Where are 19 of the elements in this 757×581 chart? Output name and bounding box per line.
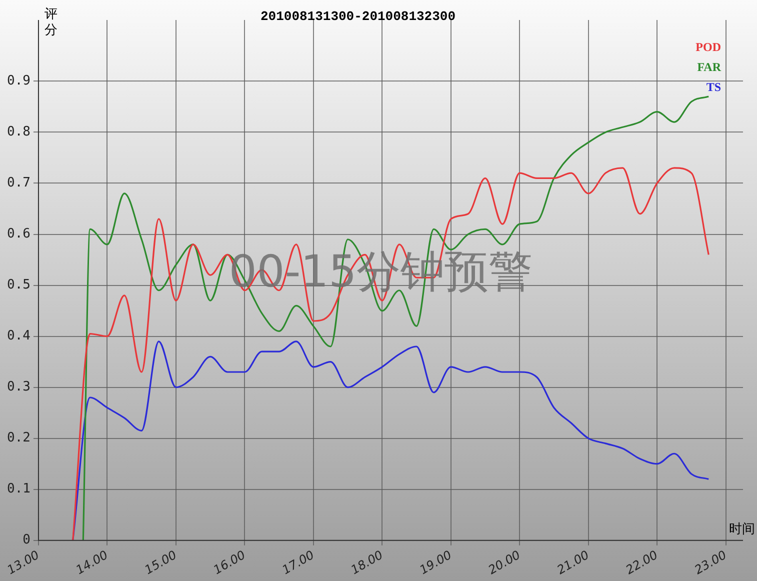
y-tick-label: 0 [22,532,30,548]
line-series [72,340,710,540]
y-tick-label: 0.8 [6,124,30,140]
text: POD [696,40,722,54]
y-tick-label: 0.2 [6,430,30,446]
y-tick-label: 0.3 [6,380,30,395]
y-tick-label: 0.5 [6,278,30,293]
chart-title: 201008131300-201008132300 [260,8,456,24]
text: TS [706,80,722,94]
line-series [72,167,710,540]
y-axis-title: 评分 [44,6,58,38]
y-tick-label: 0.7 [6,176,30,191]
text: FAR [697,60,722,74]
y-tick-label: 0.4 [6,328,31,344]
y-tick-label: 0.6 [6,226,30,242]
y-tick-label: 0.9 [6,74,30,89]
line-series [82,96,710,540]
x-axis-title: 时间 [729,522,755,538]
y-tick-label: 0.1 [6,482,30,497]
